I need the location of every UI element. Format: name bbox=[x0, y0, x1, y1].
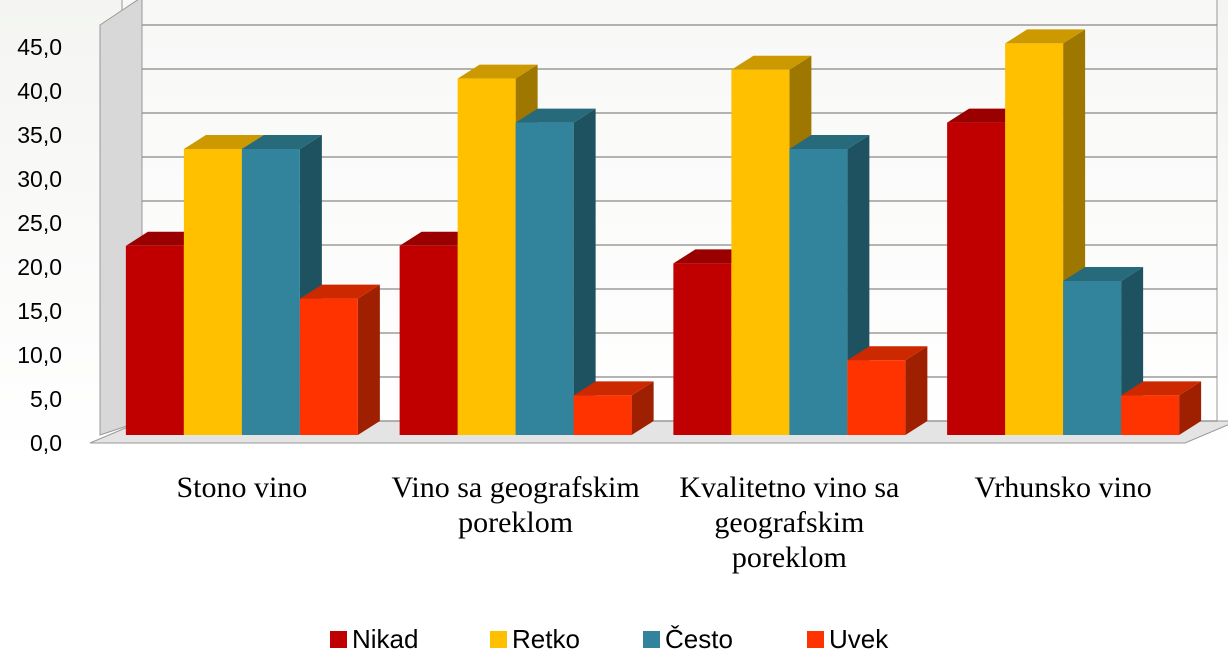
bar-front bbox=[1063, 281, 1121, 435]
bar-front bbox=[300, 299, 358, 435]
bar-front bbox=[1121, 395, 1179, 435]
bar-front bbox=[847, 360, 905, 435]
chart-container: 0,0 5,0 10,0 15,0 20,0 25,0 30,0 35,0 40,0 45,0 Ni… bbox=[0, 0, 1228, 658]
bar-front bbox=[789, 149, 847, 435]
chart: 0,0 5,0 10,0 15,0 20,0 25,0 30,0 35,0 40,0 45,0 Ni… bbox=[0, 0, 1228, 658]
legend-swatch bbox=[643, 631, 660, 648]
bar-front bbox=[673, 263, 731, 435]
y-tick-label: 40,0 bbox=[17, 78, 62, 104]
x-tick-label: Vino sa geografskim poreklom bbox=[391, 470, 641, 540]
y-tick-label: 25,0 bbox=[17, 210, 62, 236]
bar-front bbox=[1005, 43, 1063, 435]
bar bbox=[574, 381, 654, 435]
bar-front bbox=[126, 246, 184, 435]
y-tick-label: 45,0 bbox=[17, 34, 62, 60]
x-tick-label: Stono vino bbox=[117, 470, 367, 505]
legend-swatch bbox=[490, 631, 507, 648]
bar bbox=[300, 285, 380, 435]
bar-front bbox=[184, 149, 242, 435]
legend-swatch bbox=[330, 631, 347, 648]
y-tick-label: 5,0 bbox=[30, 386, 62, 412]
bar-front bbox=[516, 123, 574, 435]
y-tick-label: 30,0 bbox=[17, 166, 62, 192]
x-tick-label: Vrhunsko vino bbox=[938, 470, 1188, 505]
bar-front bbox=[242, 149, 300, 435]
bar-side bbox=[905, 346, 927, 435]
legend-label: Nikad bbox=[352, 624, 418, 654]
bar bbox=[1121, 381, 1201, 435]
legend-label: Često bbox=[665, 624, 733, 654]
legend-label: Retko bbox=[512, 624, 580, 654]
y-tick-label: 10,0 bbox=[17, 342, 62, 368]
y-tick-label: 15,0 bbox=[17, 298, 62, 324]
legend-swatch bbox=[807, 631, 824, 648]
bar-side bbox=[358, 285, 380, 435]
bar bbox=[516, 109, 596, 435]
bar-front bbox=[574, 395, 632, 435]
bar-front bbox=[947, 123, 1005, 435]
legend-label: Uvek bbox=[829, 624, 889, 654]
bar-front bbox=[458, 79, 516, 435]
bar-front bbox=[400, 246, 458, 435]
bar bbox=[847, 346, 927, 435]
y-tick-label: 35,0 bbox=[17, 122, 62, 148]
y-tick-label: 0,0 bbox=[30, 430, 62, 456]
x-tick-label: Kvalitetno vino sa geografskim poreklom bbox=[664, 470, 914, 575]
y-tick-label: 20,0 bbox=[17, 254, 62, 280]
bar-front bbox=[731, 70, 789, 435]
